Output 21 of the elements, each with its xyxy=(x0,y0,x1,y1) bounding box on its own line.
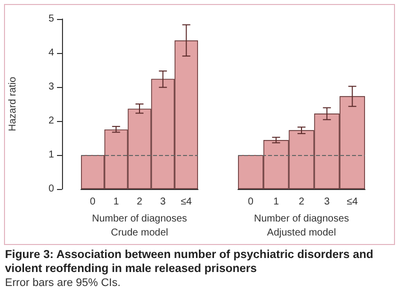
y-axis-title: Hazard ratio xyxy=(8,76,18,132)
x-tick-label: 2 xyxy=(298,196,305,208)
y-tick-label: 4 xyxy=(48,48,54,58)
x-tick-label: 0 xyxy=(248,196,254,208)
x-tick-label: ≤4 xyxy=(346,196,358,208)
y-tick-label: 1 xyxy=(48,150,54,160)
y-tick-label: 2 xyxy=(48,116,54,126)
y-tick-label: 3 xyxy=(48,82,54,92)
x-axis-title: Number of diagnoses Crude model xyxy=(92,213,188,238)
y-tick-label: 0 xyxy=(48,184,54,194)
x-tick-label: 0 xyxy=(90,196,96,208)
y-tick-label: 5 xyxy=(48,14,54,24)
x-tick-label: 3 xyxy=(324,196,330,208)
text: Figure 3: Association between number of psychiatric disorders and violent reoffending in male released prisoners xyxy=(5,248,374,276)
text: Error bars are 95% CIs. xyxy=(5,276,122,290)
x-tick-label: 1 xyxy=(113,196,120,208)
x-axis-title: Number of diagnoses Adjusted model xyxy=(254,213,350,238)
x-tick-label: 2 xyxy=(136,196,143,208)
x-tick-label: 3 xyxy=(160,196,166,208)
x-tick-label: ≤4 xyxy=(180,196,192,208)
x-tick-label: 1 xyxy=(273,196,280,208)
